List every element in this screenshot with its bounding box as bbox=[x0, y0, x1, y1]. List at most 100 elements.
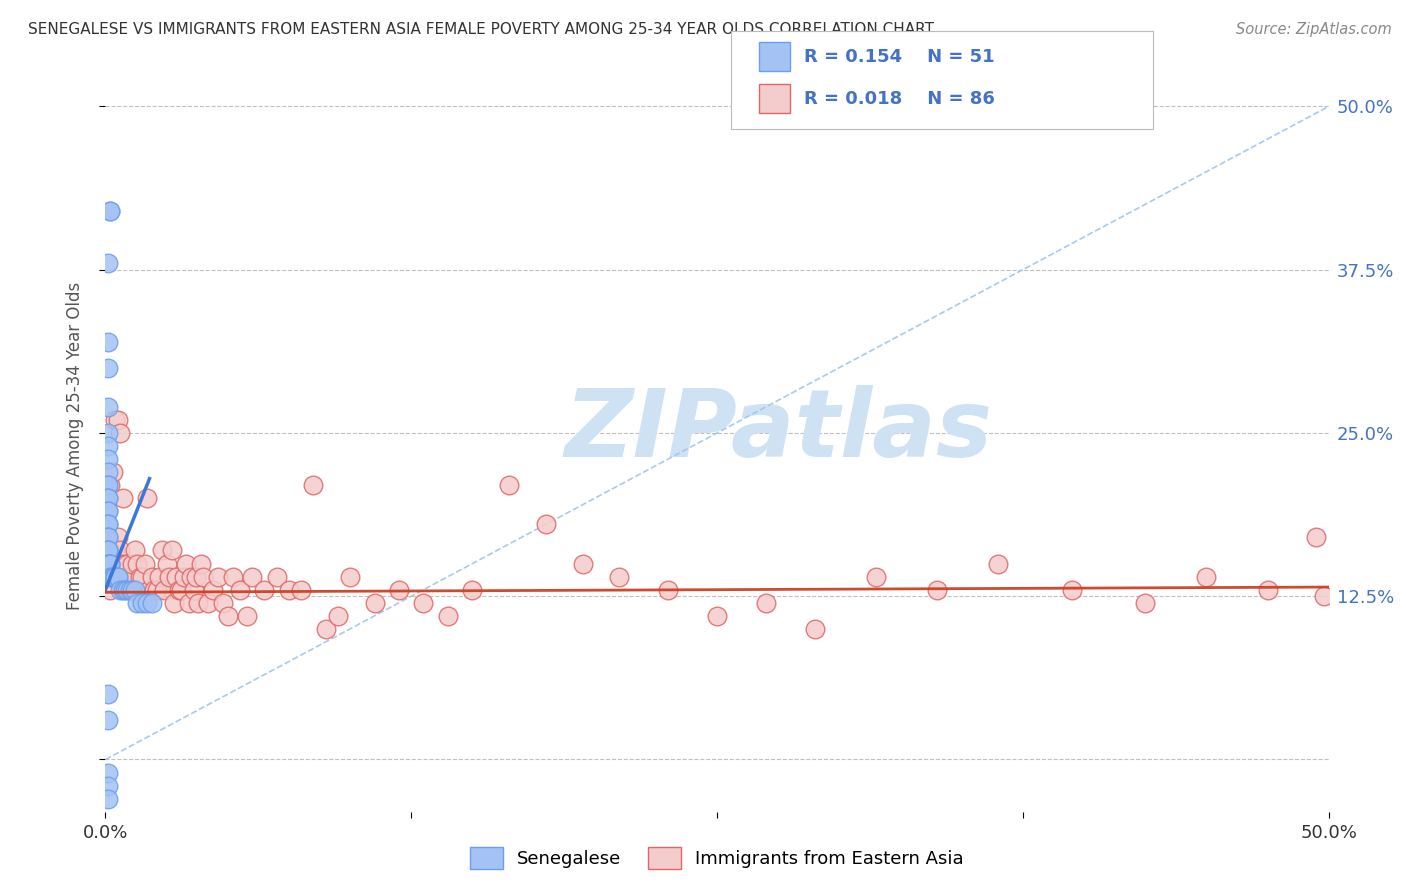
Point bbox=[1256, 582, 1278, 597]
Point bbox=[104, 413, 127, 427]
Point bbox=[108, 425, 131, 440]
Point bbox=[114, 557, 136, 571]
Point bbox=[278, 582, 301, 597]
Point bbox=[111, 569, 134, 583]
Point bbox=[240, 569, 263, 583]
Point bbox=[207, 569, 229, 583]
Point bbox=[157, 569, 180, 583]
Point bbox=[253, 582, 276, 597]
Point bbox=[163, 596, 186, 610]
Point bbox=[212, 596, 235, 610]
Point bbox=[174, 557, 197, 571]
Point bbox=[150, 543, 173, 558]
Point bbox=[124, 582, 146, 597]
Point bbox=[108, 543, 131, 558]
Point bbox=[141, 569, 163, 583]
Point bbox=[98, 478, 121, 492]
Point bbox=[97, 543, 120, 558]
Point bbox=[98, 557, 121, 571]
Point bbox=[128, 569, 150, 583]
Text: SENEGALESE VS IMMIGRANTS FROM EASTERN ASIA FEMALE POVERTY AMONG 25-34 YEAR OLDS : SENEGALESE VS IMMIGRANTS FROM EASTERN AS… bbox=[28, 22, 934, 37]
Point bbox=[1313, 589, 1336, 603]
Point bbox=[111, 491, 134, 506]
Point bbox=[101, 465, 124, 479]
Point bbox=[657, 582, 679, 597]
Point bbox=[607, 569, 630, 583]
Point bbox=[108, 557, 131, 571]
Text: Source: ZipAtlas.com: Source: ZipAtlas.com bbox=[1236, 22, 1392, 37]
Point bbox=[184, 569, 207, 583]
Point bbox=[165, 569, 187, 583]
Point bbox=[97, 779, 120, 793]
Point bbox=[927, 582, 949, 597]
Point bbox=[173, 569, 195, 583]
Point bbox=[131, 569, 153, 583]
Point bbox=[127, 557, 149, 571]
Point bbox=[97, 530, 120, 544]
Point bbox=[97, 439, 120, 453]
Point bbox=[114, 582, 136, 597]
Point bbox=[97, 360, 120, 375]
Point bbox=[97, 517, 120, 532]
Point bbox=[136, 491, 159, 506]
Point bbox=[97, 543, 120, 558]
Point bbox=[98, 203, 121, 218]
Point bbox=[118, 582, 141, 597]
Point bbox=[236, 608, 259, 623]
Point bbox=[755, 596, 778, 610]
Point bbox=[121, 582, 143, 597]
Point bbox=[1133, 596, 1156, 610]
Point bbox=[170, 582, 193, 597]
Point bbox=[97, 543, 120, 558]
Point bbox=[180, 569, 202, 583]
Point bbox=[97, 569, 120, 583]
Point bbox=[1305, 530, 1327, 544]
Point bbox=[136, 596, 159, 610]
Point bbox=[143, 582, 166, 597]
Point bbox=[221, 569, 243, 583]
Point bbox=[437, 608, 460, 623]
Point bbox=[131, 596, 153, 610]
Point bbox=[124, 543, 146, 558]
Point bbox=[117, 557, 139, 571]
Point bbox=[302, 478, 325, 492]
Point bbox=[104, 569, 127, 583]
Point bbox=[127, 596, 149, 610]
Point bbox=[97, 334, 120, 349]
Point bbox=[534, 517, 557, 532]
Point bbox=[97, 400, 120, 414]
Point bbox=[138, 582, 160, 597]
Point bbox=[101, 569, 124, 583]
Point bbox=[97, 530, 120, 544]
Point bbox=[97, 504, 120, 518]
Point bbox=[290, 582, 312, 597]
Point bbox=[98, 582, 121, 597]
Text: ZIPatlas: ZIPatlas bbox=[564, 385, 993, 477]
Point bbox=[97, 687, 120, 701]
Point bbox=[134, 557, 156, 571]
Point bbox=[97, 491, 120, 506]
Point bbox=[167, 582, 190, 597]
Point bbox=[98, 557, 121, 571]
Point bbox=[315, 622, 337, 636]
Point bbox=[97, 465, 120, 479]
Point bbox=[148, 569, 170, 583]
Point bbox=[107, 530, 129, 544]
Point bbox=[97, 714, 120, 728]
Point bbox=[97, 557, 120, 571]
Point bbox=[121, 557, 143, 571]
Point bbox=[804, 622, 827, 636]
Point bbox=[183, 582, 205, 597]
Point bbox=[97, 791, 120, 805]
Point bbox=[1060, 582, 1083, 597]
Point bbox=[97, 517, 120, 532]
Point bbox=[104, 569, 127, 583]
Point bbox=[202, 582, 225, 597]
Point bbox=[107, 413, 129, 427]
Point bbox=[187, 596, 209, 610]
Point bbox=[97, 504, 120, 518]
Point bbox=[156, 557, 179, 571]
Point bbox=[197, 596, 219, 610]
Point bbox=[118, 569, 141, 583]
Point bbox=[388, 582, 411, 597]
